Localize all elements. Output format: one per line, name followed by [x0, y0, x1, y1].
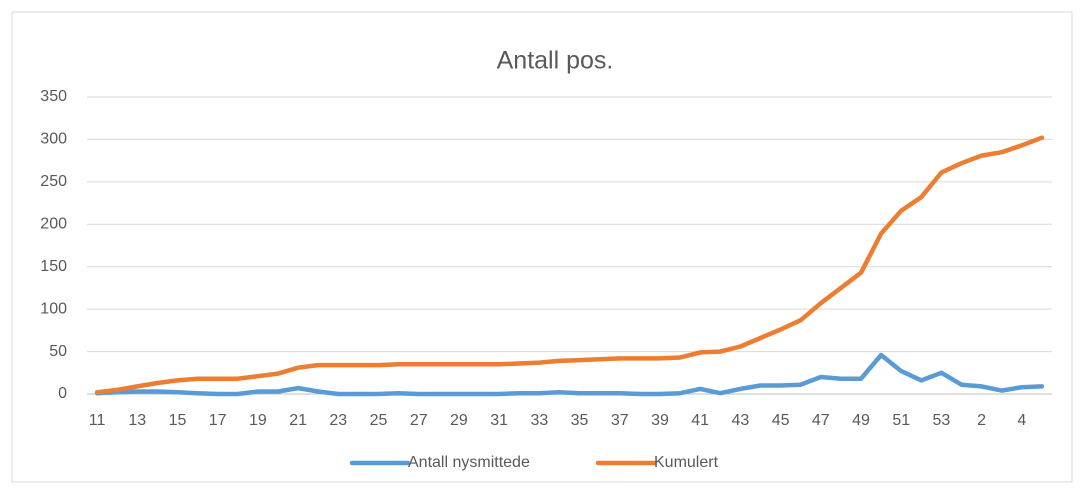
- x-tick-label: 25: [370, 412, 388, 429]
- x-tick-label: 13: [128, 412, 146, 429]
- y-tick-label: 50: [49, 343, 67, 360]
- y-tick-label: 200: [40, 216, 67, 233]
- x-tick-label: 41: [691, 412, 709, 429]
- x-tick-label: 15: [169, 412, 187, 429]
- x-tick-label: 19: [249, 412, 267, 429]
- x-tick-label: 27: [410, 412, 428, 429]
- x-tick-label: 45: [772, 412, 790, 429]
- y-tick-label: 300: [40, 131, 67, 148]
- legend-label: Antall nysmittede: [408, 454, 530, 471]
- x-tick-label: 29: [450, 412, 468, 429]
- x-tick-label: 21: [289, 412, 307, 429]
- x-tick-label: 51: [892, 412, 910, 429]
- x-tick-label: 39: [651, 412, 669, 429]
- data-line: [94, 135, 1045, 395]
- y-tick-label: 0: [58, 385, 67, 402]
- y-tick-label: 350: [40, 88, 67, 105]
- y-tick-label: 250: [40, 173, 67, 190]
- legend-label: Kumulert: [654, 454, 719, 471]
- x-tick-label: 17: [209, 412, 227, 429]
- x-tick-label: 4: [1017, 412, 1026, 429]
- x-tick-label: 43: [731, 412, 749, 429]
- data-line: [94, 352, 1045, 397]
- y-tick-label: 100: [40, 300, 67, 317]
- x-tick-label: 23: [329, 412, 347, 429]
- x-tick-label: 37: [611, 412, 629, 429]
- y-tick-label: 150: [40, 258, 67, 275]
- x-tick-label: 31: [490, 412, 508, 429]
- x-tick-label: 35: [571, 412, 589, 429]
- x-tick-label: 53: [933, 412, 951, 429]
- x-tick-label: 11: [89, 412, 106, 429]
- x-tick-label: 47: [812, 412, 830, 429]
- x-tick-label: 33: [530, 412, 548, 429]
- chart-title: Antall pos.: [497, 47, 614, 75]
- chart-border: [11, 11, 1073, 483]
- x-tick-label: 2: [977, 412, 986, 429]
- x-tick-label: 49: [852, 412, 870, 429]
